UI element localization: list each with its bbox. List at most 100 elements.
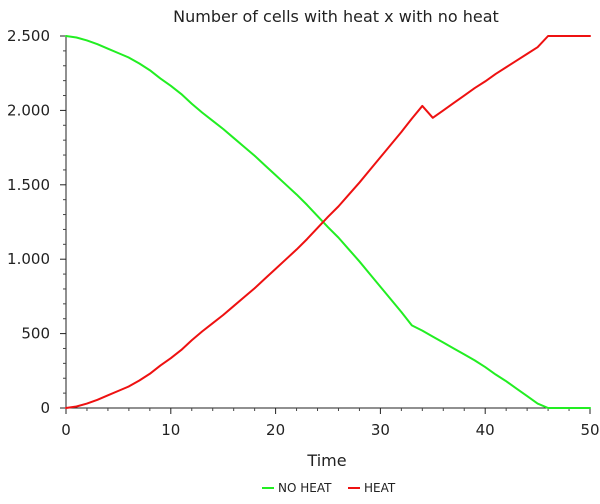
data-point bbox=[358, 260, 361, 263]
data-point bbox=[285, 184, 287, 186]
data-point bbox=[589, 407, 591, 409]
data-point bbox=[337, 237, 340, 239]
data-point bbox=[306, 238, 308, 240]
data-point bbox=[212, 322, 214, 324]
data-point bbox=[222, 128, 224, 130]
data-point bbox=[212, 120, 214, 122]
data-point bbox=[138, 62, 140, 65]
data-point bbox=[400, 311, 402, 313]
data-point bbox=[222, 314, 224, 316]
x-tick-label: 10 bbox=[161, 421, 180, 439]
data-point bbox=[400, 131, 402, 133]
data-point bbox=[327, 226, 329, 228]
data-point bbox=[463, 94, 465, 97]
data-point bbox=[379, 156, 381, 158]
data-point bbox=[170, 357, 172, 359]
data-point bbox=[547, 35, 549, 37]
data-point bbox=[495, 73, 497, 75]
data-point bbox=[557, 407, 560, 409]
y-axis-ticks: 0 500 1.000 1.500 2.000 2.500 bbox=[7, 27, 66, 417]
data-point bbox=[369, 169, 371, 171]
series-heat bbox=[65, 35, 591, 409]
data-point bbox=[526, 395, 528, 397]
data-point bbox=[285, 258, 287, 260]
data-point bbox=[547, 407, 549, 409]
data-point bbox=[474, 359, 476, 361]
data-point bbox=[421, 330, 423, 332]
y-tick-label: 1.000 bbox=[7, 250, 50, 268]
data-point bbox=[275, 174, 277, 176]
data-point bbox=[578, 35, 581, 37]
data-point bbox=[369, 273, 371, 275]
data-point bbox=[306, 204, 308, 206]
data-point bbox=[159, 77, 161, 80]
series-line-no-heat bbox=[65, 35, 591, 409]
data-point bbox=[243, 296, 245, 298]
data-point bbox=[495, 373, 497, 376]
data-point bbox=[275, 268, 277, 270]
data-point bbox=[442, 341, 444, 344]
data-point bbox=[149, 69, 151, 71]
data-point bbox=[138, 379, 140, 382]
legend: NO HEAT HEAT bbox=[262, 481, 396, 495]
legend-item-heat: HEAT bbox=[348, 481, 396, 495]
x-tick-label: 20 bbox=[266, 421, 285, 439]
data-point bbox=[295, 193, 298, 196]
data-point bbox=[149, 373, 151, 375]
data-point bbox=[233, 305, 235, 307]
data-point bbox=[411, 117, 413, 120]
data-point bbox=[474, 87, 476, 89]
data-point bbox=[505, 66, 507, 68]
x-axis-label: Time bbox=[306, 451, 346, 470]
data-point bbox=[589, 35, 591, 37]
data-point bbox=[243, 146, 245, 148]
y-tick-label: 1.500 bbox=[7, 176, 50, 194]
data-point bbox=[65, 35, 67, 37]
legend-item-no-heat: NO HEAT bbox=[262, 481, 332, 495]
data-point bbox=[484, 366, 486, 368]
data-point bbox=[316, 227, 319, 229]
data-point bbox=[348, 248, 350, 251]
data-point bbox=[578, 407, 581, 409]
data-point bbox=[327, 216, 329, 218]
x-tick-label: 30 bbox=[371, 421, 390, 439]
data-point bbox=[201, 330, 203, 332]
data-point bbox=[96, 43, 99, 45]
data-point bbox=[568, 35, 570, 37]
data-point bbox=[264, 164, 266, 167]
data-point bbox=[537, 402, 539, 405]
data-point bbox=[201, 112, 203, 114]
data-point bbox=[180, 93, 182, 95]
data-point bbox=[107, 48, 109, 50]
data-point bbox=[390, 298, 392, 300]
data-point bbox=[453, 347, 455, 350]
data-point bbox=[233, 137, 235, 139]
data-point bbox=[316, 215, 319, 217]
data-point bbox=[453, 102, 455, 104]
data-point bbox=[557, 35, 560, 37]
data-point bbox=[107, 394, 109, 396]
data-point bbox=[526, 53, 528, 55]
data-point bbox=[96, 399, 99, 401]
data-point bbox=[411, 324, 413, 327]
data-point bbox=[516, 59, 518, 62]
x-tick-label: 40 bbox=[476, 421, 495, 439]
data-point bbox=[264, 277, 266, 280]
data-point bbox=[421, 105, 423, 107]
series-no-heat bbox=[65, 35, 591, 409]
series-line-heat bbox=[65, 35, 591, 409]
chart-title: Number of cells with heat x with no heat bbox=[173, 7, 499, 26]
data-point bbox=[568, 407, 570, 409]
data-point bbox=[191, 339, 193, 341]
legend-label: NO HEAT bbox=[278, 481, 332, 495]
data-point bbox=[75, 36, 78, 39]
data-point bbox=[86, 39, 88, 42]
data-point bbox=[254, 287, 256, 289]
data-point bbox=[117, 52, 119, 54]
data-point bbox=[484, 80, 486, 82]
data-point bbox=[159, 364, 161, 367]
data-point bbox=[463, 353, 465, 356]
data-point bbox=[128, 385, 130, 388]
x-tick-label: 50 bbox=[580, 421, 599, 439]
